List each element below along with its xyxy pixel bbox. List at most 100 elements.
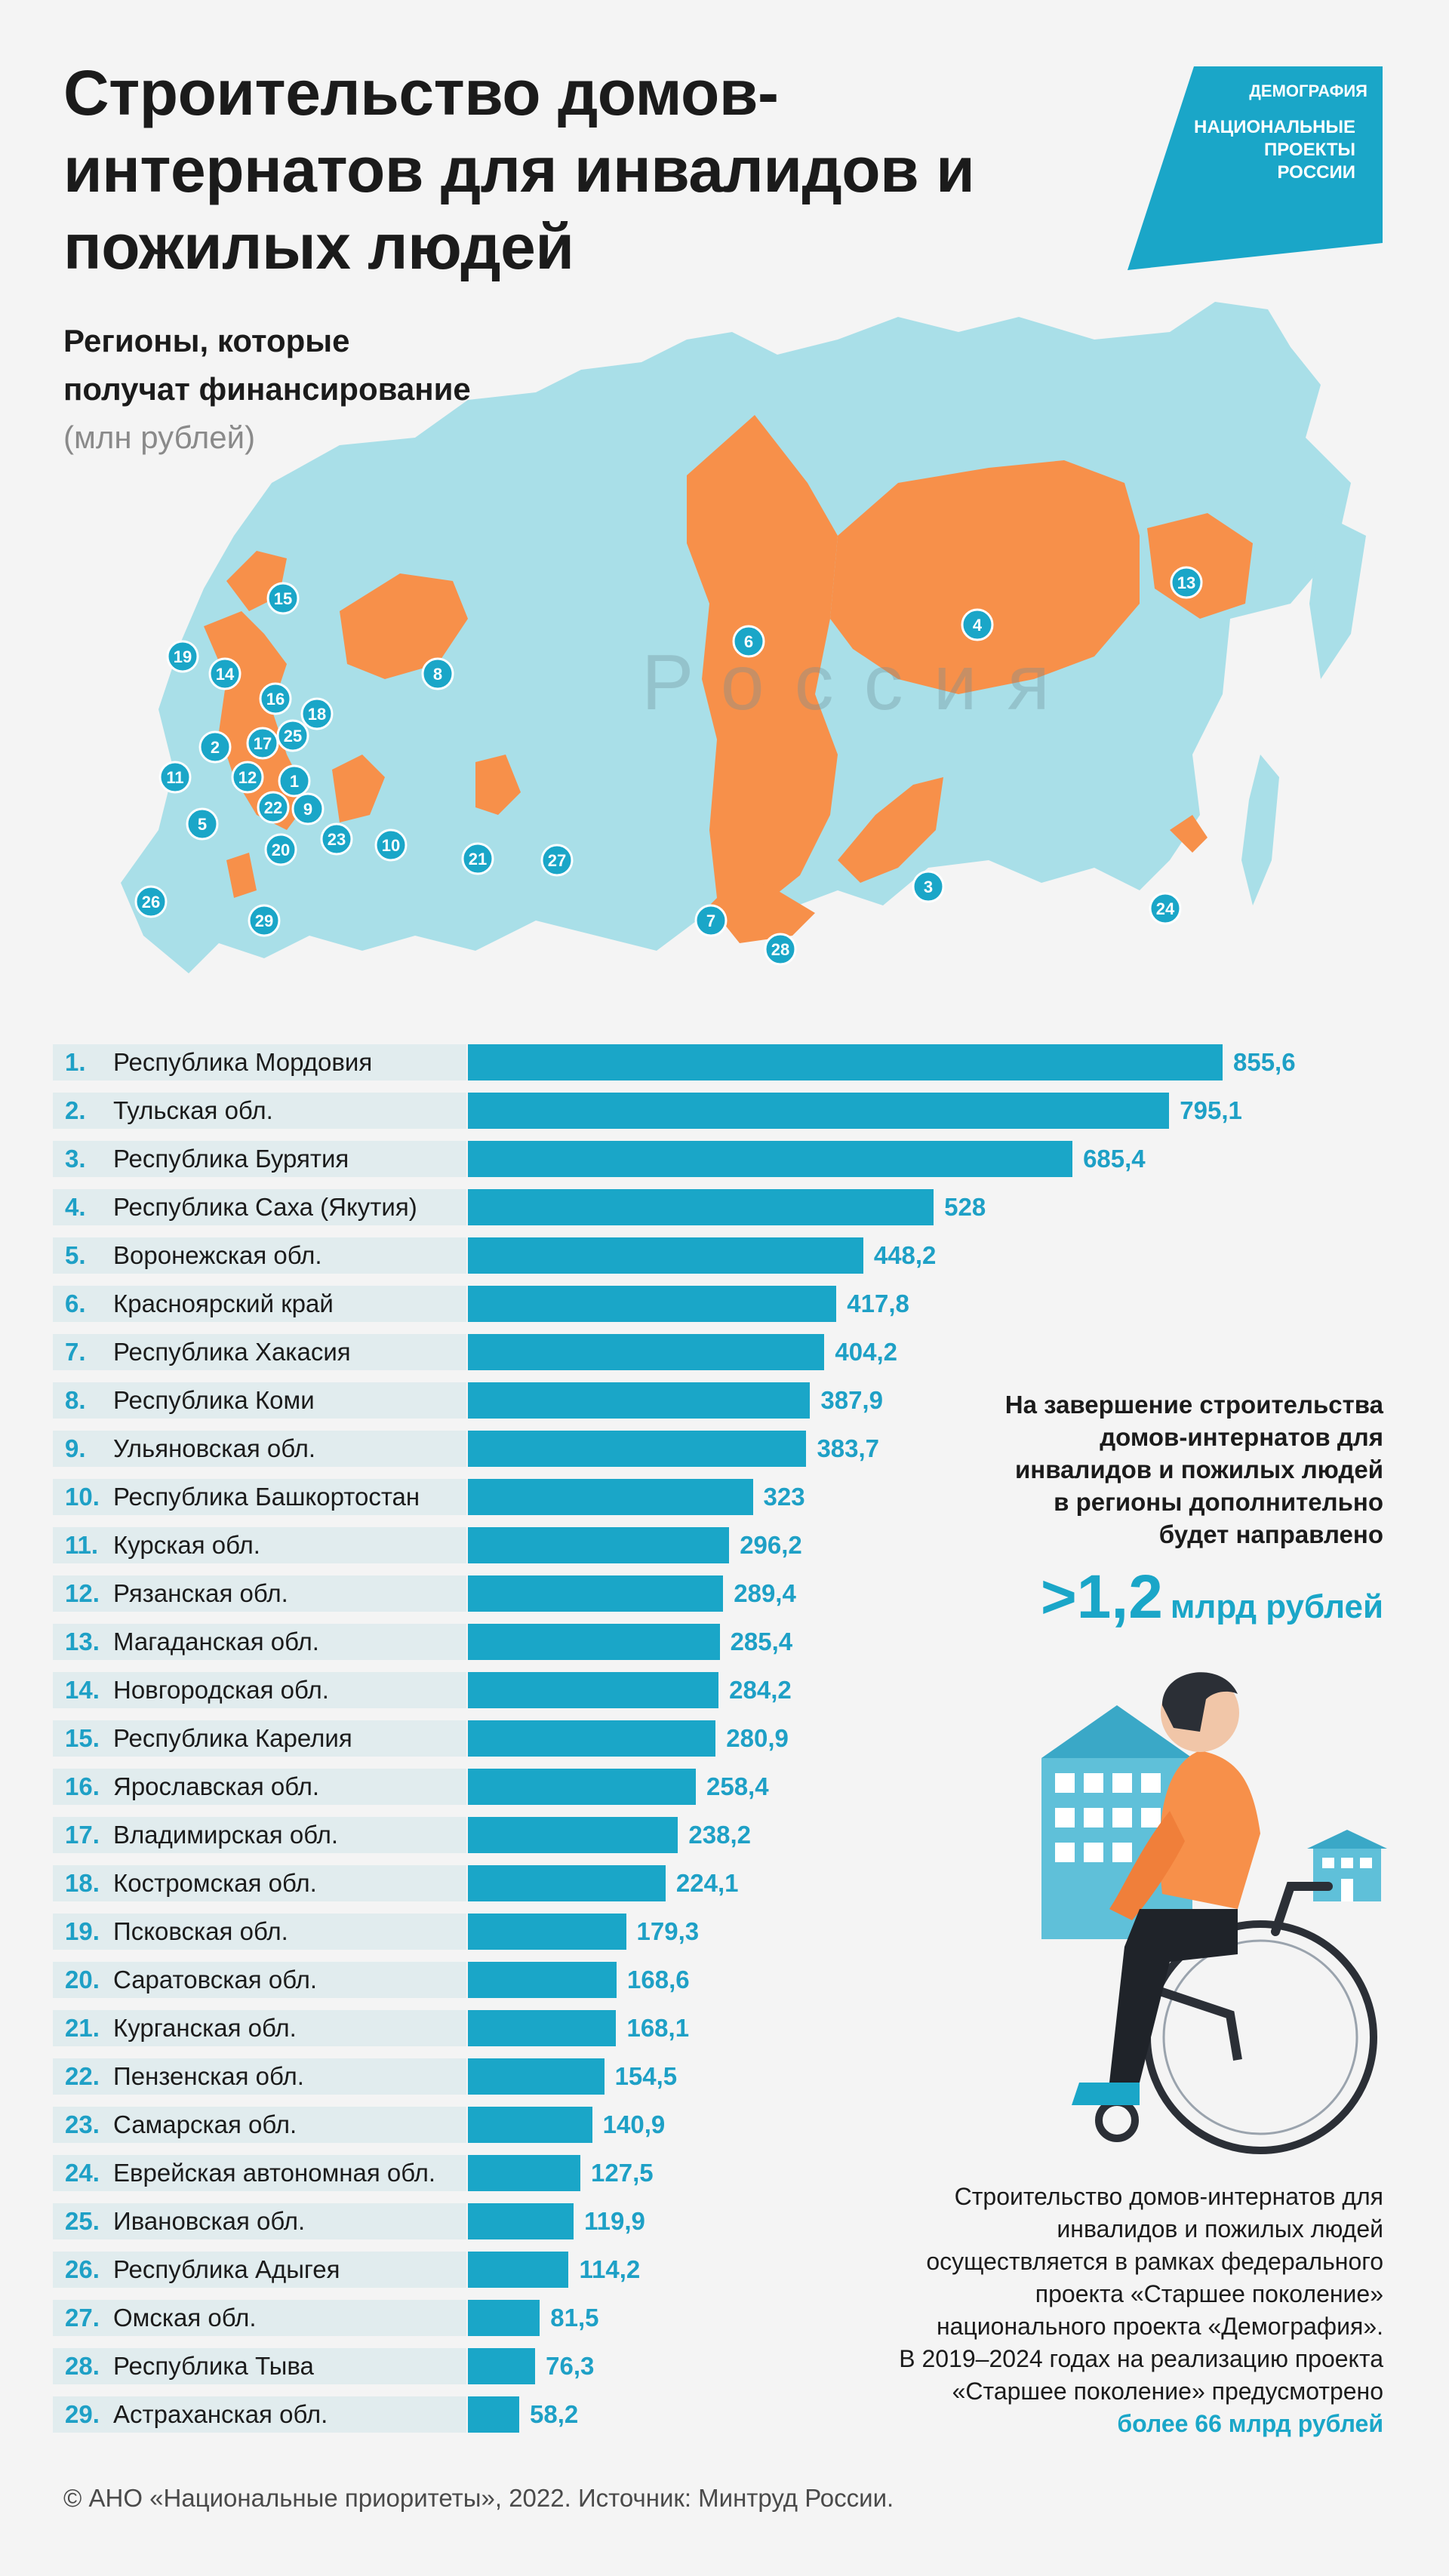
map-marker-label: 14 — [216, 665, 235, 684]
bar — [468, 2300, 540, 2336]
map-watermark: Россия — [641, 639, 1080, 727]
bar — [468, 1189, 934, 1225]
rank-label: 3. — [65, 1145, 86, 1173]
map-marker — [300, 697, 334, 730]
map-marker-label: 27 — [548, 851, 566, 870]
value-label: 154,5 — [614, 2062, 678, 2090]
wheelchair-illustration — [1041, 1672, 1387, 2154]
value-label: 855,6 — [1233, 1048, 1296, 1076]
row-label-background — [53, 1479, 466, 1515]
row-label-background — [53, 2396, 466, 2433]
building-small-roof — [1307, 1830, 1387, 1849]
bar-row: 13. Магаданская обл. 285,4 — [53, 1624, 1336, 1660]
wheelchair-rim — [1162, 1939, 1358, 2135]
row-label-background — [53, 1093, 466, 1129]
row-label-background — [53, 1962, 466, 1998]
region-label: Республика Адыгея — [113, 2255, 340, 2283]
note-highlight: более 66 млрд рублей — [1117, 2410, 1383, 2437]
map-marker-label: 23 — [328, 830, 346, 849]
bar-row: 18. Костромская обл. 224,1 — [53, 1865, 1336, 1901]
bar — [468, 1962, 617, 1998]
map-marker — [694, 904, 728, 937]
rank-label: 10. — [65, 1483, 100, 1511]
map-marker-label: 2 — [211, 738, 220, 757]
bar-row: 10. Республика Башкортостан 323 — [53, 1479, 1336, 1515]
rank-label: 19. — [65, 1917, 100, 1945]
region-label: Республика Башкортостан — [113, 1483, 420, 1511]
map-marker — [248, 904, 281, 937]
map-marker-label: 10 — [382, 836, 400, 855]
region-label: Красноярский край — [113, 1290, 334, 1317]
sakhalin-island — [1241, 755, 1279, 905]
map-marker-label: 12 — [238, 768, 257, 787]
region-label: Пензенская обл. — [113, 2062, 304, 2090]
bar — [468, 1382, 811, 1419]
map-marker-label: 11 — [166, 768, 183, 787]
rank-label: 2. — [65, 1096, 86, 1124]
row-label-background — [53, 1286, 466, 1322]
bar-row: 14. Новгородская обл. 284,2 — [53, 1672, 1336, 1708]
bar-row: 11. Курская обл. 296,2 — [53, 1527, 1336, 1563]
row-label-background — [53, 1237, 466, 1274]
region-krasnoyarsk — [687, 415, 838, 905]
national-projects-logo: ДЕМОГРАФИЯ НАЦИОНАЛЬНЫЕ ПРОЕКТЫ РОССИИ — [1128, 66, 1383, 270]
region-adygea-astrakhan — [226, 853, 257, 898]
subtitle-line-1: Регионы, которые — [63, 323, 350, 358]
region-yakutia — [830, 460, 1140, 694]
bar — [468, 1865, 666, 1901]
region-label: Республика Бурятия — [113, 1145, 349, 1173]
row-label-background — [53, 2252, 466, 2288]
logo-line-2: ПРОЕКТЫ — [1264, 140, 1355, 160]
region-label: Новгородская обл. — [113, 1676, 329, 1704]
region-label: Ульяновская обл. — [113, 1434, 316, 1462]
bar — [468, 1431, 807, 1467]
map-marker — [732, 625, 765, 658]
person-hair — [1162, 1672, 1238, 1732]
bar-row: 5. Воронежская обл. 448,2 — [53, 1237, 1336, 1274]
row-label-background — [53, 1189, 466, 1225]
bar — [468, 1141, 1073, 1177]
map-marker — [186, 807, 219, 841]
map-marker — [278, 764, 311, 798]
rank-label: 6. — [65, 1290, 86, 1317]
map-marker-label: 17 — [254, 734, 272, 753]
wheelchair-front-wheel — [1095, 2098, 1139, 2142]
bar-row: 28. Республика Тыва 76,3 — [53, 2348, 1336, 2384]
map-marker-label: 6 — [744, 632, 753, 651]
bar-row: 20. Саратовская обл. 168,6 — [53, 1962, 1336, 1998]
value-label: 81,5 — [550, 2304, 599, 2332]
big-unit: млрд рублей — [1170, 1588, 1383, 1625]
unit-label: (млн рублей) — [63, 420, 256, 455]
row-label-background — [53, 1769, 466, 1805]
region-label: Омская обл. — [113, 2304, 257, 2332]
bar — [468, 1479, 753, 1515]
value-label: 795,1 — [1180, 1096, 1242, 1124]
wheelchair-handle — [1271, 1882, 1333, 1936]
map-marker-label: 1 — [290, 772, 299, 791]
bar — [468, 1237, 863, 1274]
value-label: 224,1 — [675, 1869, 739, 1897]
big-number: >1,2 — [1040, 1563, 1163, 1631]
map-marker-label: 26 — [142, 893, 160, 911]
region-label: Воронежская обл. — [113, 1241, 322, 1269]
value-label: 404,2 — [835, 1338, 897, 1366]
row-label-background — [53, 1141, 466, 1177]
rank-label: 28. — [65, 2352, 100, 2380]
map-marker — [208, 657, 242, 690]
row-label-background — [53, 1720, 466, 1757]
value-label: 323 — [763, 1483, 805, 1511]
map-marker — [264, 833, 297, 866]
rank-label: 13. — [65, 1628, 100, 1655]
building-windows — [1055, 1773, 1161, 1862]
bar-row: 24. Еврейская автономная обл. 127,5 — [53, 2155, 1336, 2191]
bar-row: 15. Республика Карелия 280,9 — [53, 1720, 1336, 1757]
value-label: 58,2 — [530, 2400, 579, 2428]
note-line-7: «Старшее поколение» предусмотрено — [952, 2378, 1383, 2405]
value-label: 285,4 — [730, 1628, 793, 1655]
region-label: Костромская обл. — [113, 1869, 317, 1897]
value-label: 448,2 — [873, 1241, 937, 1269]
map-marker — [134, 885, 168, 918]
bar — [468, 1334, 825, 1370]
bar — [468, 1044, 1223, 1081]
region-label: Рязанская обл. — [113, 1579, 288, 1607]
